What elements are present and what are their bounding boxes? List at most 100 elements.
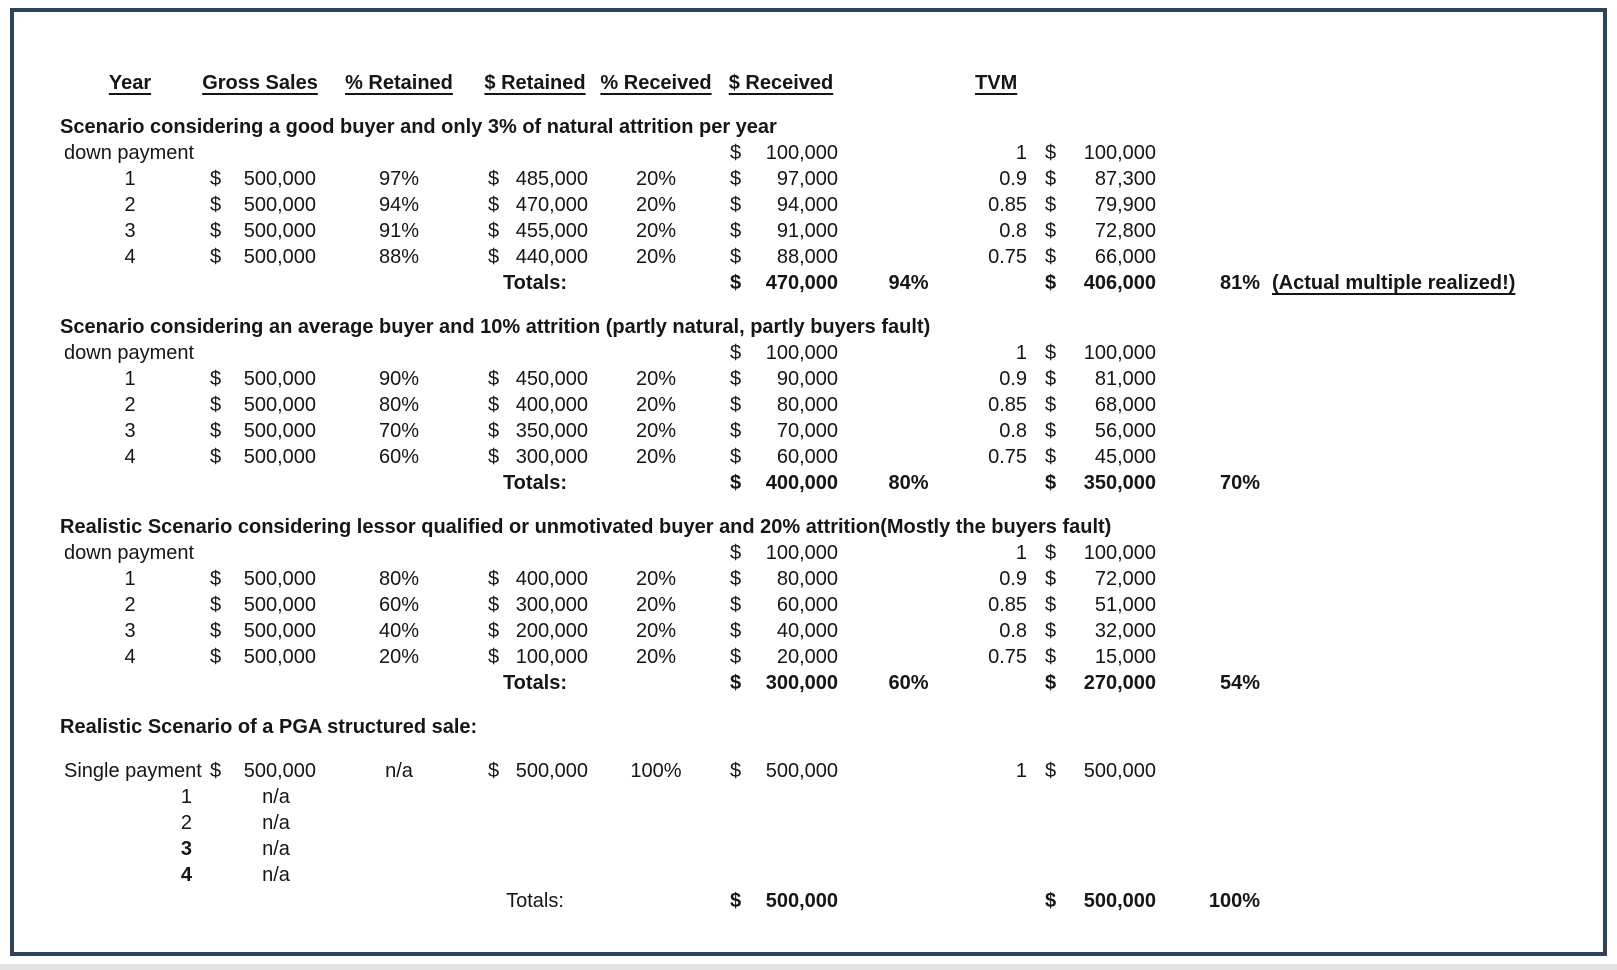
cell-retained-value: 400,000: [515, 568, 588, 590]
cell-received-value: 20,000: [776, 646, 839, 668]
totals-final-pct: 54%: [1219, 672, 1261, 694]
table-row: 2 $ 500,000 60% $ 300,000 20% $ 60,000 0…: [60, 592, 1558, 618]
scenario-3-title: Realistic Scenario considering lessor qu…: [60, 516, 1112, 538]
scenario-spreadsheet: Year Gross Sales % Retained $ Retained %…: [60, 70, 1558, 914]
cell-tvm-dollar: $: [1045, 446, 1057, 468]
totals-tvm-dollar: $: [1045, 672, 1057, 694]
cell-tvm-factor: 0.85: [988, 194, 1028, 216]
cell-year: 4: [124, 246, 136, 268]
cell-tvm-factor: 1: [1015, 542, 1028, 564]
cell-tvm-factor: 0.8: [999, 420, 1028, 442]
cell-tvm-value: 51,000: [1094, 594, 1157, 616]
totals-received-pct: 60%: [888, 672, 929, 694]
cell-tvm-value: 32,000: [1094, 620, 1157, 642]
cell-retained-value: 470,000: [515, 194, 588, 216]
cell-tvm-dollar: $: [1045, 542, 1057, 564]
cell-tvm-dollar: $: [1045, 760, 1057, 782]
cell-gross-value: n/a: [262, 786, 290, 808]
cell-gross-value: 500,000: [243, 220, 316, 242]
cell-gross-dollar: $: [210, 446, 222, 468]
cell-gross-value: 500,000: [243, 568, 316, 590]
cell-retained-value: 300,000: [515, 594, 588, 616]
cell-pct-received: 20%: [635, 168, 677, 190]
totals-tvm-dollar: $: [1045, 890, 1057, 912]
cell-tvm-value: 72,000: [1094, 568, 1157, 590]
cell-pct-received: 20%: [635, 620, 677, 642]
cell-tvm-value: 15,000: [1094, 646, 1157, 668]
cell-pct-retained: 94%: [378, 194, 420, 216]
cell-pct-received: 20%: [635, 646, 677, 668]
cell-tvm-factor: 0.75: [988, 246, 1028, 268]
cell-pct-retained: 20%: [378, 646, 420, 668]
cell-tvm-dollar: $: [1045, 220, 1057, 242]
page-border-frame: [10, 8, 1607, 956]
table-row: 4 $ 500,000 60% $ 300,000 20% $ 60,000 0…: [60, 444, 1558, 470]
totals-received-value: 400,000: [765, 472, 839, 494]
table-row: 2 $ 500,000 94% $ 470,000 20% $ 94,000 0…: [60, 192, 1558, 218]
cell-retained-value: 485,000: [515, 168, 588, 190]
cell-pct-received: 20%: [635, 220, 677, 242]
cell-pct-received: 20%: [635, 568, 677, 590]
totals-received-dollar: $: [730, 472, 742, 494]
totals-label: Totals:: [506, 890, 564, 912]
cell-gross-dollar: $: [210, 194, 222, 216]
scenario-title-row: Scenario considering an average buyer an…: [60, 314, 1558, 340]
cell-gross-dollar: $: [210, 594, 222, 616]
totals-received-value: 470,000: [765, 272, 839, 294]
cell-received-dollar: $: [730, 620, 742, 642]
cell-row-label: Single payment: [64, 760, 202, 782]
cell-pct-retained: n/a: [385, 760, 413, 782]
cell-tvm-value: 72,800: [1094, 220, 1157, 242]
cell-retained-dollar: $: [488, 646, 500, 668]
cell-pct-received: 20%: [635, 594, 677, 616]
cell-received-dollar: $: [730, 646, 742, 668]
cell-year: 4: [180, 864, 192, 886]
cell-retained-dollar: $: [488, 368, 500, 390]
cell-year: 3: [124, 220, 136, 242]
table-row: 2 $ 500,000 80% $ 400,000 20% $ 80,000 0…: [60, 392, 1558, 418]
cell-year: 2: [124, 394, 136, 416]
scenario-title-row: Scenario considering a good buyer and on…: [60, 114, 1558, 140]
cell-received-value: 70,000: [776, 420, 839, 442]
cell-retained-dollar: $: [488, 594, 500, 616]
totals-row: Totals: $ 400,000 80% $ 350,000 70%: [60, 470, 1558, 496]
cell-received-dollar: $: [730, 394, 742, 416]
cell-pct-retained: 90%: [378, 368, 420, 390]
cell-tvm-value: 100,000: [1083, 342, 1157, 364]
totals-final-pct: 100%: [1208, 890, 1261, 912]
cell-retained-value: 300,000: [515, 446, 588, 468]
cell-gross-value: 500,000: [243, 368, 316, 390]
table-row: 1 n/a: [60, 784, 1558, 810]
cell-pct-retained: 40%: [378, 620, 420, 642]
cell-year: 3: [180, 838, 192, 860]
cell-pct-received: 20%: [635, 446, 677, 468]
cell-retained-value: 350,000: [515, 420, 588, 442]
cell-gross-value: 500,000: [243, 646, 316, 668]
totals-tvm-dollar: $: [1045, 272, 1057, 294]
cell-pct-received: 20%: [635, 394, 677, 416]
cell-tvm-factor: 1: [1015, 760, 1028, 782]
cell-pct-retained: 60%: [378, 446, 420, 468]
cell-tvm-dollar: $: [1045, 394, 1057, 416]
cell-tvm-dollar: $: [1045, 142, 1057, 164]
cell-tvm-value: 79,900: [1094, 194, 1157, 216]
column-header-pct-received: % Received: [600, 72, 712, 94]
cell-gross-dollar: $: [210, 646, 222, 668]
scenario-4-title: Realistic Scenario of a PGA structured s…: [60, 716, 478, 738]
cell-received-dollar: $: [730, 246, 742, 268]
totals-label: Totals:: [502, 672, 568, 694]
cell-retained-dollar: $: [488, 246, 500, 268]
cell-received-value: 60,000: [776, 594, 839, 616]
cell-gross-dollar: $: [210, 220, 222, 242]
cell-retained-value: 455,000: [515, 220, 588, 242]
cell-retained-dollar: $: [488, 760, 500, 782]
cell-tvm-dollar: $: [1045, 368, 1057, 390]
column-header-pct-retained: % Retained: [345, 72, 453, 94]
cell-row-label: down payment: [64, 542, 195, 564]
cell-tvm-dollar: $: [1045, 246, 1057, 268]
cell-tvm-factor: 0.75: [988, 646, 1028, 668]
cell-received-value: 94,000: [776, 194, 839, 216]
totals-tvm-dollar: $: [1045, 472, 1057, 494]
totals-received-dollar: $: [730, 672, 742, 694]
cell-tvm-value: 100,000: [1083, 542, 1157, 564]
